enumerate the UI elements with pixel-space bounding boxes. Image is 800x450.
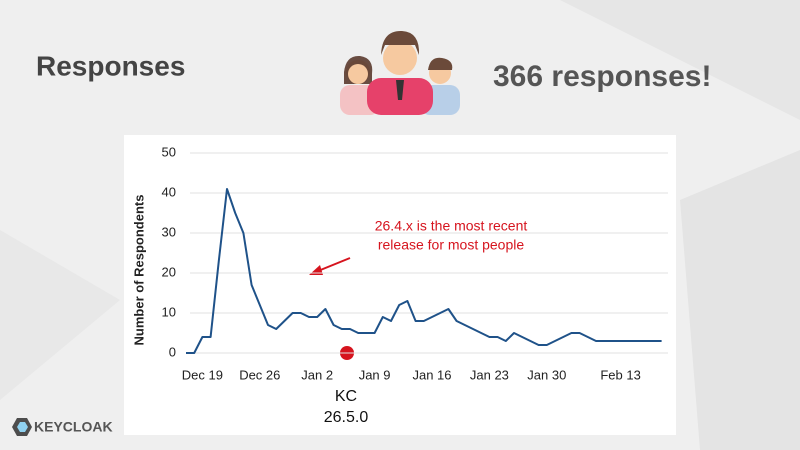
x-tick-label: Jan 2 [301, 367, 333, 382]
slide-title: Responses [36, 50, 185, 81]
x-tick-label: Jan 16 [412, 367, 451, 382]
y-axis-label: Number of Respondents [131, 195, 146, 346]
bg-shape [560, 0, 800, 120]
callout: release for most people [378, 237, 525, 253]
headline: 366 responses! [493, 60, 711, 93]
logo-text: KEYCLOAK [34, 419, 113, 435]
chart-area [124, 135, 676, 435]
callout: 26.4.x is the most recent [375, 218, 528, 234]
x-tick-label: Dec 19 [182, 367, 223, 382]
release-label: 26.5.0 [324, 409, 369, 426]
x-tick-label: Jan 9 [359, 367, 391, 382]
data-line [186, 188, 662, 354]
callout-arrow [317, 257, 351, 272]
y-tick-label: 30 [162, 224, 176, 239]
bg-shape [680, 150, 800, 450]
people-icon [340, 30, 460, 115]
x-tick-label: Dec 26 [239, 367, 280, 382]
logo: KEYCLOAK [12, 418, 113, 436]
y-tick-label: 0 [169, 344, 176, 359]
y-tick-label: 40 [162, 184, 176, 199]
x-tick-label: Feb 13 [600, 367, 640, 382]
x-tick-label: Jan 23 [470, 367, 509, 382]
y-tick-label: 50 [162, 144, 176, 159]
bg-shape [0, 230, 120, 400]
release-label: KC [335, 388, 357, 405]
y-tick-label: 10 [162, 304, 176, 319]
y-tick-label: 20 [162, 264, 176, 279]
x-tick-label: Jan 30 [527, 367, 566, 382]
